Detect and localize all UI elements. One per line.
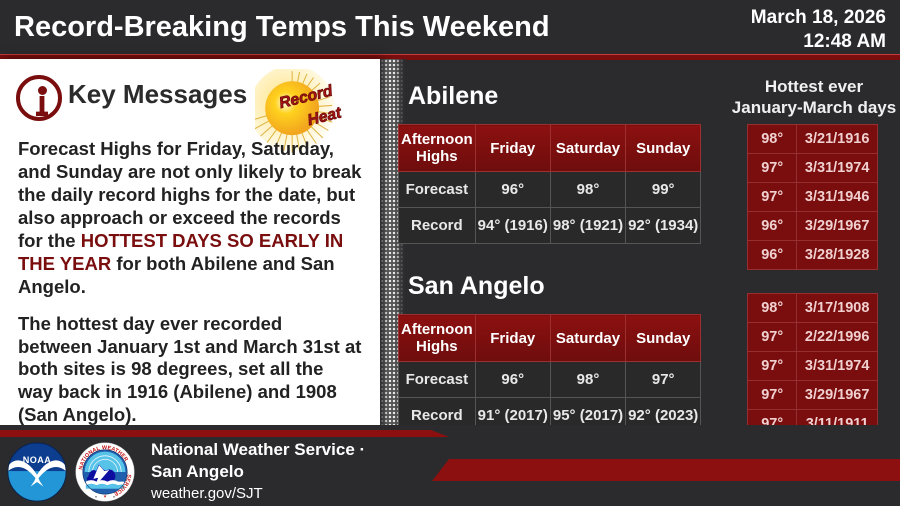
svg-text:★: ★ (103, 494, 107, 499)
svg-text:NOAA: NOAA (23, 455, 52, 465)
